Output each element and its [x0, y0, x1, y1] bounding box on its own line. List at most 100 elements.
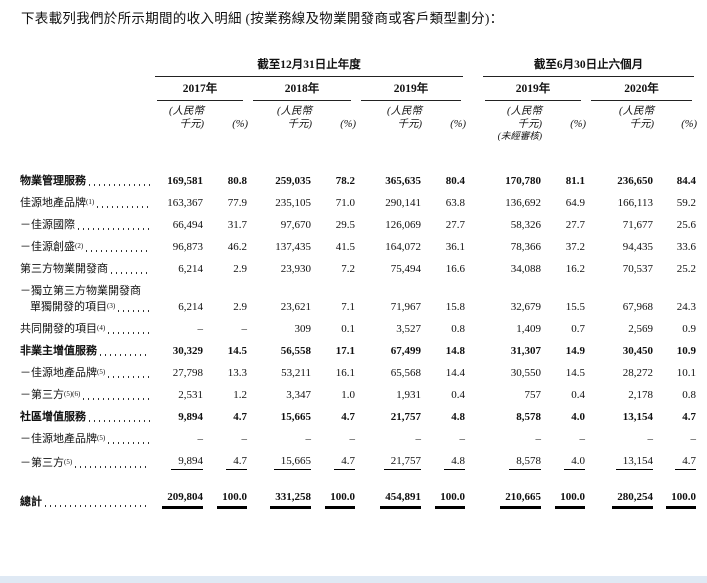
amount-cell: 3,527	[356, 318, 422, 340]
dot-leader	[108, 332, 150, 334]
row-label: －佳源國際	[20, 219, 75, 231]
row-label: －佳源地產品牌	[20, 367, 97, 379]
percent-cell: –	[312, 428, 356, 450]
cell-value: 163,367	[167, 197, 203, 209]
cell-value: 59.2	[676, 197, 696, 209]
percent-cell: 100.0	[542, 474, 586, 513]
cell-value: –	[197, 323, 204, 335]
amount-cell: 454,891	[356, 474, 422, 513]
footnote-marker: (5)	[97, 368, 106, 376]
percent-cell: 64.9	[542, 192, 586, 214]
amount-cell: 2,531	[152, 384, 204, 406]
cell-value: 8,578	[509, 454, 541, 470]
percent-cell: 0.8	[422, 318, 466, 340]
cell-value: 4.8	[451, 411, 465, 423]
percent-cell: 10.1	[654, 362, 697, 384]
cell-value: 10.1	[676, 367, 696, 379]
dot-leader	[100, 354, 150, 356]
cell-value: 15.5	[565, 301, 585, 313]
amount-cell: 8,578	[480, 406, 542, 428]
amount-cell: 75,494	[356, 258, 422, 280]
cell-value: 21,757	[383, 454, 421, 470]
column-gap	[466, 384, 480, 406]
cell-value: 7.2	[341, 263, 355, 275]
percent-cell: 15.8	[422, 280, 466, 318]
cell-value: 80.8	[227, 175, 247, 187]
percent-cell: 4.0	[542, 406, 586, 428]
percent-cell: 27.7	[422, 214, 466, 236]
cell-value: –	[197, 433, 204, 445]
table-row: －獨立第三方物業開發商 單獨開發的項目 (3) 6,214 2.9 23,621 7.1 71…	[20, 280, 697, 318]
row-label-cell: －第三方 (5)	[20, 450, 152, 474]
amount-cell: 27,798	[152, 362, 204, 384]
cell-value: –	[579, 433, 586, 445]
cell-value: 66,494	[172, 219, 203, 231]
amount-cell: 236,650	[586, 144, 654, 192]
cell-value: 23,930	[280, 263, 311, 275]
cell-value: 8,578	[516, 411, 541, 423]
amount-cell: 15,665	[248, 406, 312, 428]
cell-value: 23,621	[280, 301, 311, 313]
cell-value: –	[241, 433, 248, 445]
cell-value: –	[535, 433, 542, 445]
amount-cell: 163,367	[152, 192, 204, 214]
column-gap	[466, 258, 480, 280]
cell-value: 78,366	[510, 241, 541, 253]
column-gap	[466, 450, 480, 474]
amount-cell: 6,214	[152, 258, 204, 280]
cell-value: 25.2	[676, 263, 696, 275]
unit-rmb-2019-interim: (人民幣 千元) (未經審核)	[480, 101, 542, 144]
cell-value: 454,891	[380, 490, 421, 509]
amount-cell: 8,578	[480, 450, 542, 474]
cell-value: 16.2	[565, 263, 585, 275]
cell-value: 31.7	[227, 219, 247, 231]
cell-value: 100.0	[666, 490, 696, 509]
cell-value: 15,665	[280, 411, 311, 423]
percent-cell: 14.5	[542, 362, 586, 384]
amount-cell: 96,873	[152, 236, 204, 258]
percent-cell: 80.4	[422, 144, 466, 192]
period-annual-header: 截至12月31日止年度	[152, 58, 466, 77]
cell-value: 31,307	[510, 345, 541, 357]
cell-value: 14.9	[565, 345, 585, 357]
cell-value: 9,894	[171, 454, 203, 470]
amount-cell: 235,105	[248, 192, 312, 214]
cell-value: 1,931	[396, 389, 421, 401]
footnote-marker: (2)	[75, 242, 84, 250]
amount-cell: 67,499	[356, 340, 422, 362]
percent-cell: 10.9	[654, 340, 697, 362]
percent-cell: 36.1	[422, 236, 466, 258]
amount-cell: 9,894	[152, 406, 204, 428]
year-2019-interim-header: 2019年	[480, 77, 586, 101]
table-row: 共同開發的項目 (4) – – 309 0.1 3,527 0.8 1,409 0.7 2,569 0…	[20, 318, 697, 340]
cell-value: 15,665	[273, 454, 311, 470]
column-gap	[466, 58, 480, 77]
dot-leader	[78, 228, 150, 230]
dot-leader	[75, 466, 150, 468]
amount-cell: 32,679	[480, 280, 542, 318]
percent-cell: 14.9	[542, 340, 586, 362]
cell-value: 36.1	[445, 241, 465, 253]
percent-cell: 80.8	[204, 144, 248, 192]
percent-cell: 4.7	[654, 450, 697, 474]
percent-cell: 100.0	[422, 474, 466, 513]
cell-value: 67,968	[622, 301, 653, 313]
cell-value: 0.8	[682, 389, 696, 401]
cell-value: 0.1	[341, 323, 355, 335]
percent-cell: –	[204, 428, 248, 450]
cell-value: 56,558	[280, 345, 311, 357]
unit-pct-2018: (%)	[340, 119, 356, 130]
cell-value: 4.7	[226, 454, 247, 470]
cell-value: 37.2	[565, 241, 585, 253]
cell-value: 77.9	[227, 197, 247, 209]
cell-value: 24.3	[676, 301, 696, 313]
unit-rmb-2018: (人民幣 千元)	[277, 106, 312, 130]
percent-cell: 77.9	[204, 192, 248, 214]
percent-cell: 0.7	[542, 318, 586, 340]
column-gap	[466, 318, 480, 340]
cell-value: 41.5	[335, 241, 355, 253]
cell-value: 14.4	[445, 367, 465, 379]
cell-value: 27.7	[565, 219, 585, 231]
cell-value: 7.1	[341, 301, 355, 313]
footnote-marker: (4)	[97, 324, 106, 332]
